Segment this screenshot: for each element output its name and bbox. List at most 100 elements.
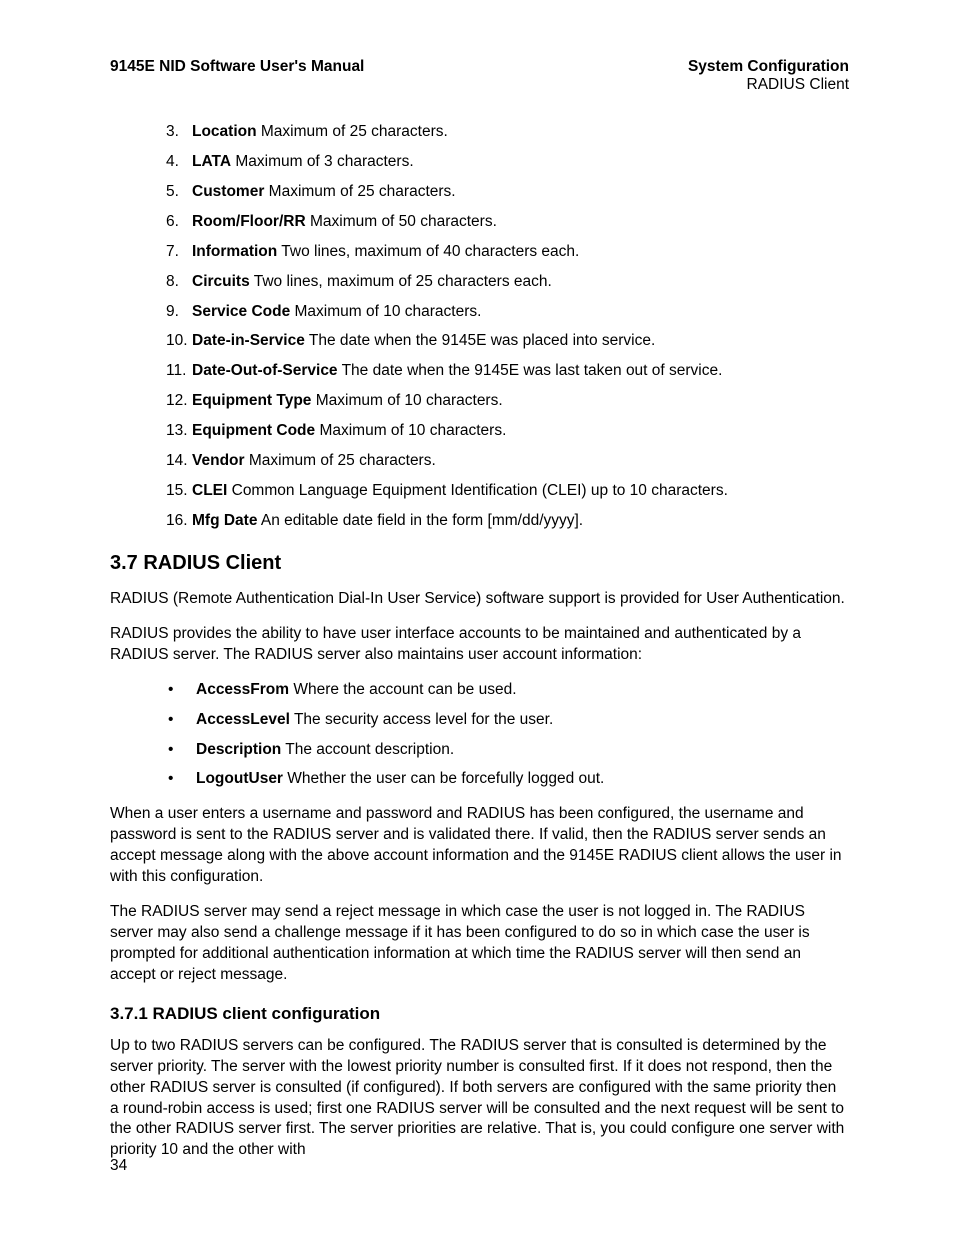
paragraph: RADIUS provides the ability to have user… xyxy=(110,624,849,666)
header-right-title: System Configuration xyxy=(688,58,849,76)
list-item: 7.Information Two lines, maximum of 40 c… xyxy=(166,242,849,263)
header-left-title: 9145E NID Software User's Manual xyxy=(110,58,364,76)
bullet-icon: • xyxy=(168,680,196,701)
list-term: LogoutUser xyxy=(196,770,283,787)
list-desc: Maximum of 3 characters. xyxy=(231,153,414,170)
list-desc: The date when the 9145E was last taken o… xyxy=(338,362,723,379)
list-number: 9. xyxy=(166,302,192,323)
list-item: 5.Customer Maximum of 25 characters. xyxy=(166,182,849,203)
subsection-heading: 3.7.1 RADIUS client configuration xyxy=(110,1004,849,1024)
list-item: •AccessFrom Where the account can be use… xyxy=(168,680,849,701)
paragraph: The RADIUS server may send a reject mess… xyxy=(110,902,849,986)
list-body: LATA Maximum of 3 characters. xyxy=(192,152,849,173)
list-term: Date-Out-of-Service xyxy=(192,362,338,379)
list-item: 14.Vendor Maximum of 25 characters. xyxy=(166,451,849,472)
list-term: AccessLevel xyxy=(196,711,290,728)
list-term: Equipment Type xyxy=(192,392,311,409)
list-desc: Two lines, maximum of 25 characters each… xyxy=(250,273,552,290)
list-desc: The date when the 9145E was placed into … xyxy=(305,332,655,349)
list-body: Information Two lines, maximum of 40 cha… xyxy=(192,242,849,263)
list-number: 5. xyxy=(166,182,192,203)
list-number: 4. xyxy=(166,152,192,173)
bullet-icon: • xyxy=(168,740,196,761)
list-desc: Two lines, maximum of 40 characters each… xyxy=(277,243,579,260)
list-body: AccessLevel The security access level fo… xyxy=(196,710,553,731)
list-number: 11. xyxy=(166,361,192,382)
list-desc: Maximum of 25 characters. xyxy=(264,183,455,200)
list-term: Date-in-Service xyxy=(192,332,305,349)
list-term: Room/Floor/RR xyxy=(192,213,306,230)
document-page: 9145E NID Software User's Manual System … xyxy=(0,0,954,1235)
list-item: 10.Date-in-Service The date when the 914… xyxy=(166,331,849,352)
list-desc: The account description. xyxy=(281,741,454,758)
list-item: 6.Room/Floor/RR Maximum of 50 characters… xyxy=(166,212,849,233)
list-body: Description The account description. xyxy=(196,740,454,761)
list-item: 9.Service Code Maximum of 10 characters. xyxy=(166,302,849,323)
list-desc: Maximum of 50 characters. xyxy=(306,213,497,230)
list-body: Date-in-Service The date when the 9145E … xyxy=(192,331,849,352)
list-number: 10. xyxy=(166,331,192,352)
list-desc: Maximum of 10 characters. xyxy=(311,392,502,409)
list-body: LogoutUser Whether the user can be force… xyxy=(196,769,604,790)
list-desc: Maximum of 10 characters. xyxy=(315,422,506,439)
list-item: 16.Mfg Date An editable date field in th… xyxy=(166,511,849,532)
list-term: CLEI xyxy=(192,482,227,499)
list-number: 8. xyxy=(166,272,192,293)
list-term: Customer xyxy=(192,183,264,200)
page-header: 9145E NID Software User's Manual System … xyxy=(110,58,849,94)
bullet-icon: • xyxy=(168,769,196,790)
list-term: AccessFrom xyxy=(196,681,289,698)
list-number: 16. xyxy=(166,511,192,532)
list-number: 3. xyxy=(166,122,192,143)
numbered-list: 3.Location Maximum of 25 characters.4.LA… xyxy=(110,122,849,532)
list-desc: Where the account can be used. xyxy=(289,681,516,698)
list-body: Equipment Type Maximum of 10 characters. xyxy=(192,391,849,412)
list-term: Location xyxy=(192,123,257,140)
list-item: 13.Equipment Code Maximum of 10 characte… xyxy=(166,421,849,442)
list-term: Information xyxy=(192,243,277,260)
paragraph: When a user enters a username and passwo… xyxy=(110,804,849,888)
list-number: 14. xyxy=(166,451,192,472)
list-item: 3.Location Maximum of 25 characters. xyxy=(166,122,849,143)
list-body: AccessFrom Where the account can be used… xyxy=(196,680,517,701)
list-body: Vendor Maximum of 25 characters. xyxy=(192,451,849,472)
list-desc: Maximum of 25 characters. xyxy=(257,123,448,140)
list-term: Vendor xyxy=(192,452,245,469)
list-item: •AccessLevel The security access level f… xyxy=(168,710,849,731)
bullet-list: •AccessFrom Where the account can be use… xyxy=(110,680,849,791)
list-body: Equipment Code Maximum of 10 characters. xyxy=(192,421,849,442)
section-heading: 3.7 RADIUS Client xyxy=(110,552,849,575)
paragraph: Up to two RADIUS servers can be configur… xyxy=(110,1036,849,1162)
list-body: Mfg Date An editable date field in the f… xyxy=(192,511,849,532)
list-item: •LogoutUser Whether the user can be forc… xyxy=(168,769,849,790)
list-item: 12.Equipment Type Maximum of 10 characte… xyxy=(166,391,849,412)
paragraph: RADIUS (Remote Authentication Dial-In Us… xyxy=(110,589,849,610)
list-desc: Maximum of 10 characters. xyxy=(290,303,481,320)
list-body: Service Code Maximum of 10 characters. xyxy=(192,302,849,323)
list-term: Service Code xyxy=(192,303,290,320)
list-number: 6. xyxy=(166,212,192,233)
list-desc: Maximum of 25 characters. xyxy=(245,452,436,469)
list-item: 4.LATA Maximum of 3 characters. xyxy=(166,152,849,173)
list-item: 15.CLEI Common Language Equipment Identi… xyxy=(166,481,849,502)
list-desc: Whether the user can be forcefully logge… xyxy=(283,770,604,787)
list-number: 15. xyxy=(166,481,192,502)
list-number: 12. xyxy=(166,391,192,412)
list-number: 7. xyxy=(166,242,192,263)
list-desc: Common Language Equipment Identification… xyxy=(227,482,728,499)
list-body: Room/Floor/RR Maximum of 50 characters. xyxy=(192,212,849,233)
list-term: Circuits xyxy=(192,273,250,290)
list-term: Equipment Code xyxy=(192,422,315,439)
list-body: Customer Maximum of 25 characters. xyxy=(192,182,849,203)
page-number: 34 xyxy=(110,1157,127,1175)
list-item: 8.Circuits Two lines, maximum of 25 char… xyxy=(166,272,849,293)
list-item: •Description The account description. xyxy=(168,740,849,761)
list-number: 13. xyxy=(166,421,192,442)
list-term: Description xyxy=(196,741,281,758)
list-desc: An editable date field in the form [mm/d… xyxy=(257,512,583,529)
list-body: Date-Out-of-Service The date when the 91… xyxy=(192,361,849,382)
bullet-icon: • xyxy=(168,710,196,731)
list-term: Mfg Date xyxy=(192,512,257,529)
list-body: Location Maximum of 25 characters. xyxy=(192,122,849,143)
list-body: Circuits Two lines, maximum of 25 charac… xyxy=(192,272,849,293)
